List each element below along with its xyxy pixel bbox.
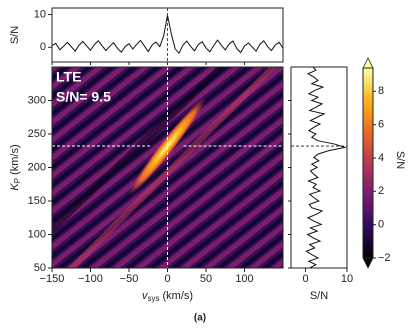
y-axis-label-subscript: P	[13, 178, 22, 183]
x-tick-label: 0	[164, 273, 170, 285]
y-tick-label: 0	[40, 41, 46, 53]
y-tick-label: 300	[28, 94, 46, 106]
x-tick-label: −150	[40, 273, 65, 285]
y-tick-label: 100	[28, 228, 46, 240]
y-axis-label: KP (km/s)	[9, 144, 22, 190]
caption: (a)	[194, 313, 206, 324]
colorbar	[363, 68, 373, 258]
y-axis-label-symbol: K	[9, 183, 21, 191]
x-axis-label-subscript: sys	[147, 294, 159, 303]
x-axis-label: S/N	[310, 290, 328, 302]
model-label: LTE	[56, 69, 81, 85]
x-tick-label: −50	[120, 273, 139, 285]
y-tick-label: 250	[28, 128, 46, 140]
x-tick-label: 100	[235, 273, 253, 285]
y-tick-label: 150	[28, 195, 46, 207]
snr-line	[305, 66, 347, 269]
colorbar-extend-bottom	[362, 257, 374, 269]
y-axis-label-unit: (km/s)	[9, 144, 21, 178]
colorbar-tick-label: 4	[378, 152, 384, 164]
y-tick-label: 10	[34, 8, 46, 20]
x-axis-label: vsys (km/s)	[142, 290, 193, 303]
colorbar-frame	[362, 67, 374, 259]
x-tick-label: 50	[200, 273, 212, 285]
snr-label: S/N= 9.5	[56, 89, 111, 105]
peak-streak	[128, 97, 207, 196]
colorbar-extend-top	[362, 57, 374, 69]
snr-line	[51, 15, 284, 55]
x-axis-label-symbol: v	[142, 290, 149, 302]
colorbar-tick-label: 2	[378, 185, 384, 197]
y-axis-label: S/N	[9, 26, 21, 44]
colorbar-tick-label: −2	[378, 252, 391, 264]
x-axis-label-unit: (km/s)	[159, 290, 193, 302]
colorbar-label: S/N	[394, 151, 406, 169]
colorbar-tick-label: 0	[378, 219, 384, 231]
colorbar-tick-label: 8	[378, 85, 384, 97]
x-tick-label: 10	[341, 273, 353, 285]
x-tick-label: −100	[78, 273, 103, 285]
y-tick-label: 200	[28, 161, 46, 173]
x-tick-label: 0	[302, 273, 308, 285]
colorbar-tick-label: 6	[378, 119, 384, 131]
y-tick-label: 50	[34, 262, 46, 274]
